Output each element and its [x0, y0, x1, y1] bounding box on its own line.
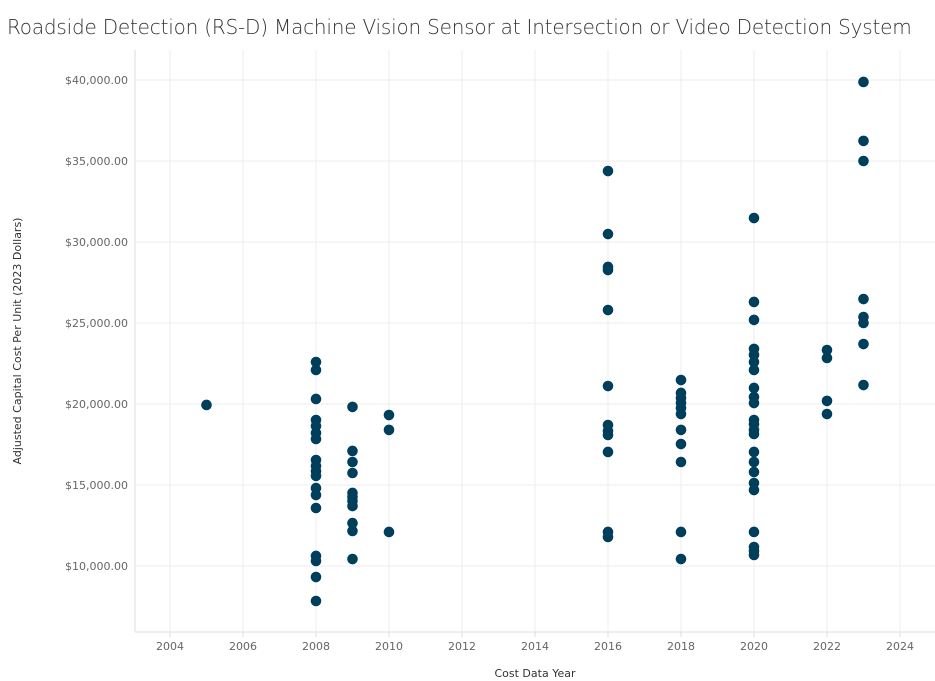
data-point — [383, 409, 395, 421]
data-point — [748, 549, 760, 561]
x-tick-label: 2018 — [667, 640, 695, 653]
x-axis-label: Cost Data Year — [494, 667, 575, 680]
chart-title: Roadside Detection (RS-D) Machine Vision… — [7, 15, 912, 39]
x-tick-label: 2022 — [813, 640, 841, 653]
data-point — [347, 467, 358, 479]
data-point — [201, 399, 212, 411]
data-point — [748, 356, 760, 368]
data-point — [310, 433, 322, 445]
data-point — [347, 500, 358, 512]
data-point — [821, 408, 833, 420]
data-point — [347, 525, 358, 537]
data-point — [310, 571, 322, 583]
data-point — [310, 555, 322, 567]
data-point — [347, 445, 358, 457]
y-tick-label: $20,000.00 — [65, 398, 128, 411]
data-point — [675, 438, 687, 450]
data-point — [675, 553, 687, 565]
data-point — [858, 76, 869, 88]
data-point — [310, 470, 322, 482]
data-point — [347, 401, 358, 413]
y-tick-label: $25,000.00 — [65, 317, 128, 330]
data-point — [602, 380, 614, 392]
data-point — [748, 526, 760, 538]
data-point — [602, 531, 614, 543]
data-point — [858, 317, 869, 329]
y-tick-label: $40,000.00 — [65, 74, 128, 87]
data-point — [602, 429, 614, 441]
data-point — [675, 456, 687, 468]
x-tick-label: 2024 — [886, 640, 914, 653]
data-point — [347, 553, 358, 565]
data-point — [748, 456, 760, 468]
data-point — [310, 393, 322, 405]
y-axis-label: Adjusted Capital Cost Per Unit (2023 Dol… — [11, 218, 24, 465]
data-point — [602, 228, 614, 240]
data-point — [347, 517, 358, 529]
data-point — [675, 408, 687, 420]
y-tick-label: $30,000.00 — [65, 236, 128, 249]
x-tick-label: 2016 — [594, 640, 622, 653]
data-point — [748, 446, 760, 458]
data-point — [310, 502, 322, 514]
x-tick-label: 2004 — [156, 640, 184, 653]
data-point — [821, 344, 833, 356]
data-point — [748, 466, 760, 478]
data-point — [310, 489, 322, 501]
y-tick-label: $35,000.00 — [65, 155, 128, 168]
data-point — [858, 338, 869, 350]
data-point — [310, 595, 322, 607]
data-point — [748, 382, 760, 394]
data-point — [748, 428, 760, 440]
data-point — [748, 397, 760, 409]
data-point — [821, 395, 833, 407]
data-point — [858, 293, 869, 305]
data-point — [383, 424, 395, 436]
x-tick-label: 2010 — [375, 640, 403, 653]
x-tick-label: 2014 — [521, 640, 549, 653]
data-point — [858, 155, 869, 167]
data-point — [858, 379, 869, 391]
data-point — [748, 484, 760, 496]
data-point — [821, 352, 833, 364]
data-point — [675, 424, 687, 436]
data-point — [675, 526, 687, 538]
x-tick-label: 2006 — [229, 640, 257, 653]
data-point — [748, 212, 760, 224]
data-point — [602, 165, 614, 177]
data-point — [748, 314, 760, 326]
x-tick-label: 2008 — [302, 640, 330, 653]
data-point — [310, 364, 322, 376]
data-point — [310, 356, 322, 368]
data-point — [748, 296, 760, 308]
y-tick-label: $10,000.00 — [65, 560, 128, 573]
data-point — [858, 135, 869, 147]
data-point — [602, 446, 614, 458]
data-point — [675, 374, 687, 386]
x-tick-label: 2020 — [740, 640, 768, 653]
y-tick-label: $15,000.00 — [65, 479, 128, 492]
data-point — [347, 456, 358, 468]
data-point — [602, 264, 614, 276]
x-tick-label: 2012 — [448, 640, 476, 653]
data-point — [383, 526, 395, 538]
data-point — [602, 304, 614, 316]
data-point — [748, 364, 760, 376]
